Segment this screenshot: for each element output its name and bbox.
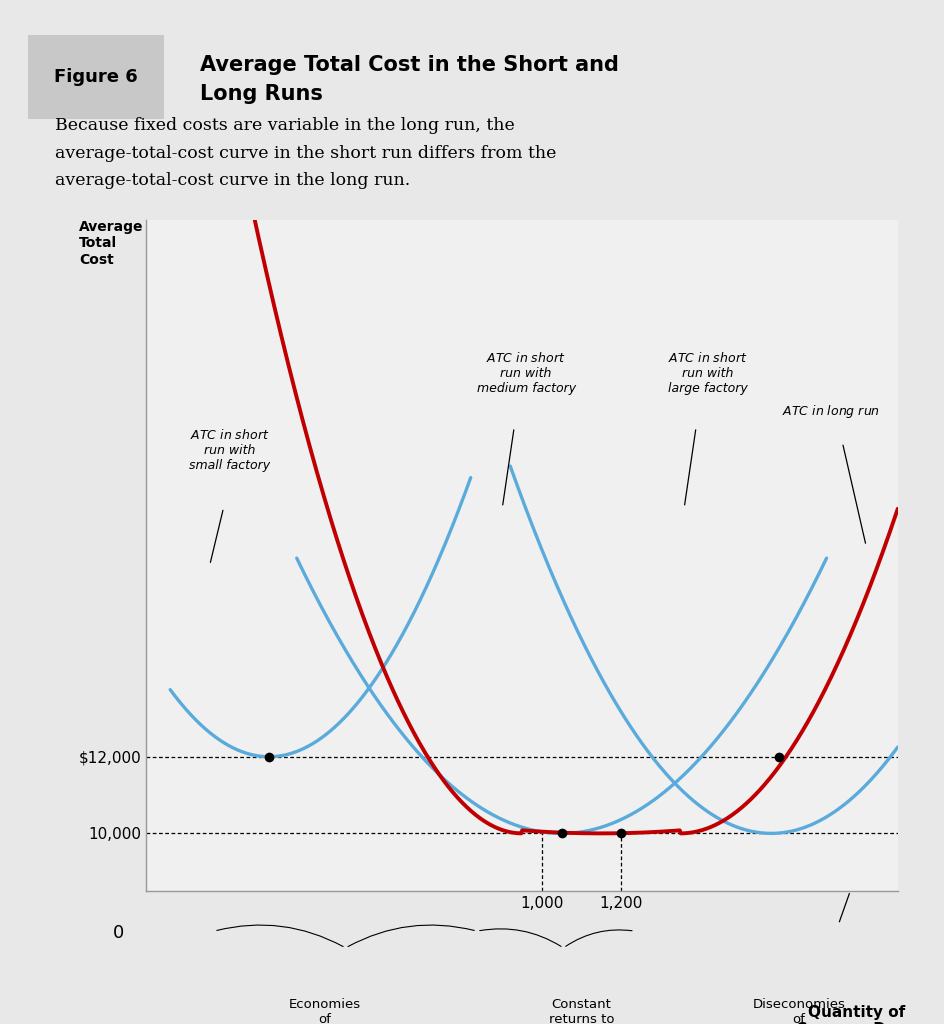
Text: $ATC$ in short
run with
large factory: $ATC$ in short run with large factory xyxy=(667,351,747,395)
Text: Quantity of
Cars per Day: Quantity of Cars per Day xyxy=(795,1005,904,1024)
Text: $ATC$ in short
run with
small factory: $ATC$ in short run with small factory xyxy=(189,428,270,472)
Text: Economies
of
scale: Economies of scale xyxy=(288,998,360,1024)
Text: Because fixed costs are variable in the long run, the: Because fixed costs are variable in the … xyxy=(55,117,514,134)
Text: Average
Total
Cost: Average Total Cost xyxy=(78,220,143,266)
Text: $ATC$ in short
run with
medium factory: $ATC$ in short run with medium factory xyxy=(476,351,575,395)
Text: Average Total Cost in the Short and: Average Total Cost in the Short and xyxy=(200,54,618,75)
Text: Figure 6: Figure 6 xyxy=(54,68,138,86)
Text: Constant
returns to
scale: Constant returns to scale xyxy=(548,998,614,1024)
FancyBboxPatch shape xyxy=(28,35,164,119)
Text: average-total-cost curve in the long run.: average-total-cost curve in the long run… xyxy=(55,172,410,189)
Text: $ATC$ in long run: $ATC$ in long run xyxy=(781,403,879,420)
Text: average-total-cost curve in the short run differs from the: average-total-cost curve in the short ru… xyxy=(55,144,556,162)
Text: Long Runs: Long Runs xyxy=(200,84,323,104)
Text: Diseconomies
of
scale: Diseconomies of scale xyxy=(751,998,845,1024)
Text: 0: 0 xyxy=(112,925,124,942)
